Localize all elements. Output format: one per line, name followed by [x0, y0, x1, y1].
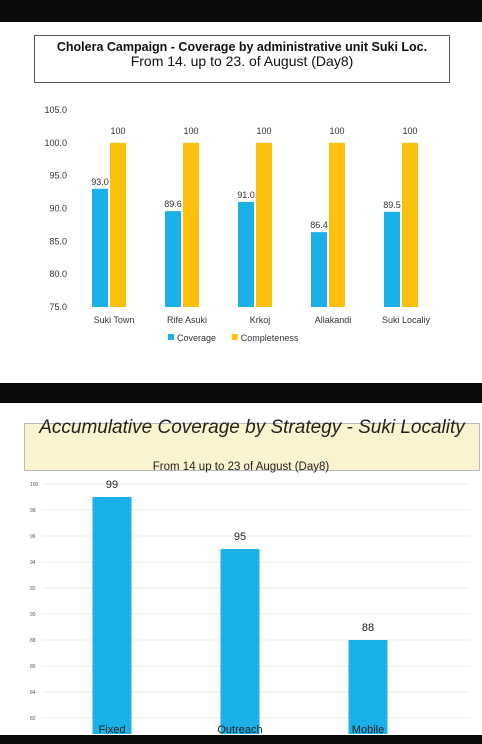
- bottom-black-bar: [0, 735, 482, 744]
- chart1-data-label: 100: [183, 126, 198, 136]
- chart1-bar-coverage: [165, 211, 181, 307]
- chart2-y-tick-label: 100: [30, 482, 39, 488]
- chart2-y-tick-label: 82: [30, 716, 36, 722]
- chart2-x-tick-label: Mobile: [352, 724, 384, 736]
- chart1-data-label: 89.5: [383, 200, 401, 210]
- chart1-data-label: 91.0: [237, 190, 255, 200]
- chart1-x-tick-label: Suki Town: [94, 315, 135, 325]
- chart1-bar-completeness: [329, 142, 345, 307]
- chart2-y-tick-label: 94: [30, 560, 36, 566]
- top-black-bar: [0, 0, 482, 22]
- chart1-data-label: 100: [110, 126, 125, 136]
- chart1-svg: 105.0 100.0 95.0 90.0 85.0 80.0 75.0 93.0 100 Suk…: [44, 105, 431, 343]
- chart1-legend-label: Coverage: [177, 333, 216, 343]
- chart1-y-tick-label: 95.0: [49, 171, 67, 181]
- chart2-bar: [348, 640, 388, 734]
- chart2-data-label: 99: [106, 479, 118, 491]
- chart2-y-tick-label: 96: [30, 534, 36, 540]
- chart1-bar-completeness: [256, 142, 272, 307]
- chart1-bar-coverage: [92, 188, 108, 307]
- chart1-y-tick-label: 80.0: [49, 269, 67, 279]
- chart2-bar: [92, 497, 132, 734]
- chart1-bar-completeness: [110, 142, 126, 307]
- chart1-y-tick-label: 100.0: [44, 138, 67, 148]
- chart1-subtitle: From 14. up to 23. of August (Day8): [130, 53, 354, 69]
- chart2-bar: [220, 549, 260, 734]
- chart1-data-label: 100: [402, 126, 417, 136]
- chart1-y-tick-label: 85.0: [49, 236, 67, 246]
- chart1-data-label: 100: [329, 126, 344, 136]
- chart1-legend-label: Completeness: [241, 333, 299, 343]
- chart1-x-tick-label: Allakandi: [315, 315, 352, 325]
- chart1-data-label: 89.6: [164, 199, 182, 209]
- chart1-data-label: 100: [256, 126, 271, 136]
- chart1-data-label: 93.0: [91, 177, 109, 187]
- chart1-y-tick-label: 75.0: [49, 302, 67, 312]
- chart1-bar-completeness: [183, 142, 199, 307]
- chart1-bar-coverage: [311, 232, 327, 307]
- chart1-bar-coverage: [238, 201, 254, 307]
- chart2-y-tick-label: 98: [30, 508, 36, 514]
- chart2-y-tick-label: 84: [30, 690, 36, 696]
- chart2-y-tick-label: 88: [30, 638, 36, 644]
- chart2-x-tick-label: Fixed: [99, 724, 126, 736]
- chart1-data-label: 86.4: [310, 220, 328, 230]
- chart1-bar-completeness: [402, 142, 418, 307]
- chart1-y-tick-label: 90.0: [49, 204, 67, 214]
- chart1-legend-swatch-coverage: [168, 334, 174, 340]
- chart1-title: Cholera Campaign - Coverage by administr…: [56, 40, 428, 54]
- chart1-bar-coverage: [384, 211, 400, 307]
- chart2-subtitle: From 14 up to 23 of August (Day8): [152, 461, 330, 473]
- chart1-x-tick-label: Krkoj: [250, 315, 271, 325]
- middle-black-bar: [0, 383, 482, 403]
- chart2-y-tick-label: 92: [30, 586, 36, 592]
- chart2-x-tick-label: Outreach: [217, 724, 262, 736]
- chart2-title: Accumulative Coverage by Strategy - Suki…: [39, 417, 465, 438]
- chart2-data-label: 95: [234, 531, 246, 543]
- chart2-y-tick-label: 90: [30, 612, 36, 618]
- chart1-y-tick-label: 105.0: [44, 105, 67, 115]
- chart1-legend-swatch-completeness: [231, 334, 238, 340]
- chart2-title-box: Accumulative Coverage by Strategy - Suki…: [24, 418, 480, 471]
- chart1-x-tick-label: Rife Asuki: [167, 315, 207, 325]
- chart1-title-box: Cholera Campaign - Coverage by administr…: [34, 35, 450, 83]
- chart2-y-tick-label: 86: [30, 664, 36, 670]
- chart2-data-label: 88: [362, 622, 374, 634]
- chart1-x-tick-label: Suki Localiy: [382, 315, 431, 325]
